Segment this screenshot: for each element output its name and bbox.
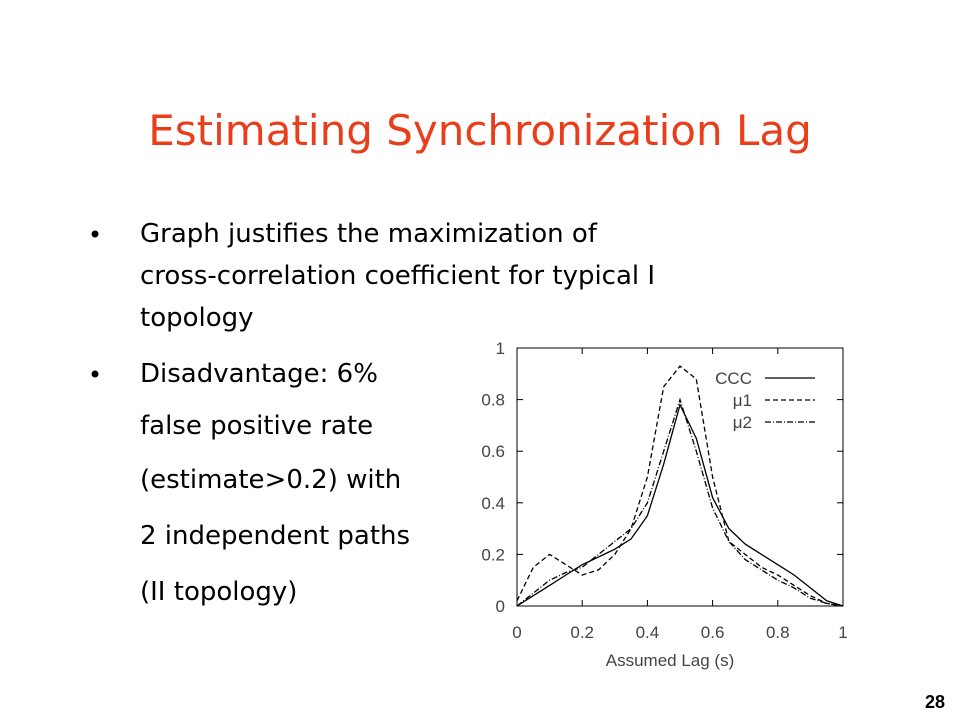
- x-tick-label: 0.8: [766, 623, 790, 642]
- y-tick-label: 0.8: [481, 391, 505, 410]
- slide-title: Estimating Synchronization Lag: [148, 106, 812, 155]
- bullet-text: topology: [140, 303, 254, 333]
- y-tick-label: 0.6: [481, 442, 505, 461]
- y-tick-label: 0: [496, 597, 505, 616]
- bullet-text: 2 independent paths: [140, 521, 410, 551]
- page-number: 28: [925, 692, 945, 712]
- x-tick-label: 0: [512, 623, 521, 642]
- x-tick-label: 0.2: [570, 623, 594, 642]
- y-tick-label: 0.2: [481, 545, 505, 564]
- y-tick-label: 1: [496, 339, 505, 358]
- bullet-text: false positive rate: [140, 411, 373, 441]
- legend-label: μ1: [733, 391, 752, 410]
- y-tick-label: 0.4: [481, 494, 505, 513]
- series-line: [516, 402, 844, 607]
- bullet-text: Graph justifies the maximization of: [140, 219, 598, 249]
- bullet-text: (estimate>0.2) with: [140, 465, 401, 495]
- bullet-text: cross-correlation coefficient for typica…: [140, 261, 655, 291]
- x-tick-label: 1: [838, 623, 847, 642]
- x-tick-label: 0.6: [701, 623, 725, 642]
- series-line: [516, 365, 844, 607]
- legend-label: CCC: [715, 369, 752, 388]
- x-axis-label: Assumed Lag (s): [606, 651, 735, 670]
- bullet-text: (II topology): [140, 577, 297, 607]
- plot-frame: [516, 347, 844, 607]
- series-line: [516, 397, 844, 607]
- bullet-text: Disadvantage: 6%: [140, 359, 378, 389]
- bullet-dot: [91, 370, 99, 378]
- legend-label: μ2: [733, 413, 752, 432]
- x-tick-label: 0.4: [636, 623, 660, 642]
- bullet-dot: [91, 230, 99, 238]
